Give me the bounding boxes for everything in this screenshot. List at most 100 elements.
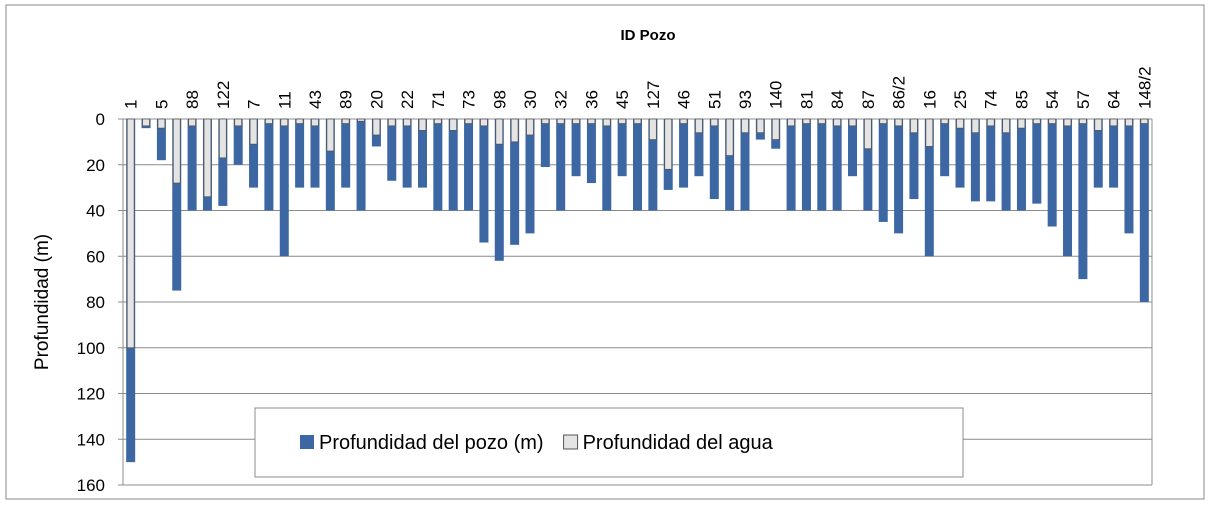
x-tick-label: 74 — [982, 90, 1001, 109]
x-tick-label: 5 — [152, 100, 171, 109]
bar — [725, 118, 734, 156]
bar — [863, 119, 873, 211]
x-tick-label: 87 — [859, 90, 878, 109]
bar — [909, 119, 919, 200]
legend-swatch — [563, 434, 579, 450]
bar — [587, 118, 596, 124]
bar — [602, 118, 611, 127]
bar — [387, 118, 396, 127]
bar — [894, 118, 903, 127]
bar — [894, 119, 904, 234]
bar — [572, 118, 580, 124]
bar — [633, 118, 642, 124]
x-tick-label: 1 — [122, 100, 141, 109]
bar — [863, 118, 872, 150]
bar — [817, 118, 826, 124]
x-tick-label: 46 — [675, 90, 694, 109]
bar — [955, 119, 965, 188]
y-tick-label: 160 — [77, 476, 105, 495]
y-tick-label: 120 — [77, 385, 105, 404]
y-tick-label: 100 — [77, 339, 105, 358]
y-tick-label: 0 — [96, 110, 105, 129]
bar — [694, 119, 704, 177]
bar — [265, 118, 273, 124]
x-tick-label: 54 — [1043, 90, 1062, 109]
bar — [970, 119, 980, 202]
bar — [510, 119, 520, 245]
legend-box — [254, 407, 964, 478]
bar — [879, 118, 888, 124]
bar — [633, 119, 642, 211]
x-tick-label: 85 — [1012, 90, 1031, 109]
x-tick-label: 32 — [552, 90, 571, 109]
bar — [1109, 118, 1118, 127]
bar — [1063, 118, 1072, 127]
x-tick-label: 45 — [613, 90, 632, 109]
legend-swatch — [300, 435, 314, 449]
x-tick-label: 89 — [337, 90, 356, 109]
x-tick-label: 86/2 — [890, 76, 909, 109]
bar — [556, 119, 566, 211]
x-tick-label: 98 — [490, 90, 509, 109]
x-tick-label: 71 — [429, 90, 448, 109]
bar — [172, 119, 182, 291]
y-tick-label: 20 — [86, 156, 105, 175]
bar — [679, 119, 689, 188]
bar — [540, 119, 550, 168]
bar — [1125, 118, 1133, 127]
bar — [172, 118, 181, 184]
bar — [402, 119, 412, 188]
bar — [218, 119, 228, 206]
bar — [1048, 118, 1057, 124]
bar — [695, 118, 703, 134]
x-tick-label: 148/2 — [1135, 66, 1154, 109]
bar — [786, 119, 796, 211]
x-tick-label: 84 — [828, 90, 847, 109]
x-tick-label: 140 — [767, 81, 786, 109]
bar — [924, 119, 934, 257]
bar — [602, 119, 612, 211]
x-tick-label: 20 — [367, 90, 386, 109]
bar — [157, 118, 166, 129]
bar — [233, 119, 243, 165]
bar — [479, 119, 489, 243]
y-tick-label: 140 — [77, 430, 105, 449]
bar — [586, 119, 596, 184]
bar — [156, 119, 166, 161]
bar — [910, 118, 918, 134]
bar — [986, 119, 996, 202]
bar — [203, 118, 212, 198]
bar — [664, 118, 673, 170]
bar — [356, 119, 366, 211]
x-tick-label: 43 — [306, 90, 325, 109]
x-tick-label: 7 — [245, 100, 264, 109]
bar — [648, 119, 658, 211]
bar — [433, 118, 442, 124]
bar — [617, 119, 627, 177]
legend-label: Profundidad del pozo (m) — [319, 432, 544, 454]
x-tick-label: 11 — [275, 91, 294, 109]
bar — [325, 119, 335, 211]
y-tick-label: 40 — [86, 202, 105, 221]
bar — [218, 118, 227, 159]
x-tick-label: 51 — [705, 90, 724, 109]
bar — [971, 118, 980, 134]
bar — [418, 118, 427, 131]
bar — [709, 119, 719, 200]
x-tick-label: 30 — [521, 90, 540, 109]
bar — [249, 119, 259, 188]
bar — [526, 118, 534, 136]
bar — [1016, 119, 1026, 211]
bar — [525, 119, 535, 234]
bar — [310, 119, 320, 188]
x-tick-label: 73 — [460, 90, 479, 109]
bar — [494, 119, 504, 261]
x-tick-label: 25 — [951, 90, 970, 109]
bar — [1032, 119, 1042, 204]
bar — [433, 119, 443, 211]
bar — [495, 118, 504, 145]
bar — [618, 118, 627, 124]
bar — [448, 119, 458, 211]
bar — [264, 119, 274, 211]
bar — [1093, 119, 1103, 188]
